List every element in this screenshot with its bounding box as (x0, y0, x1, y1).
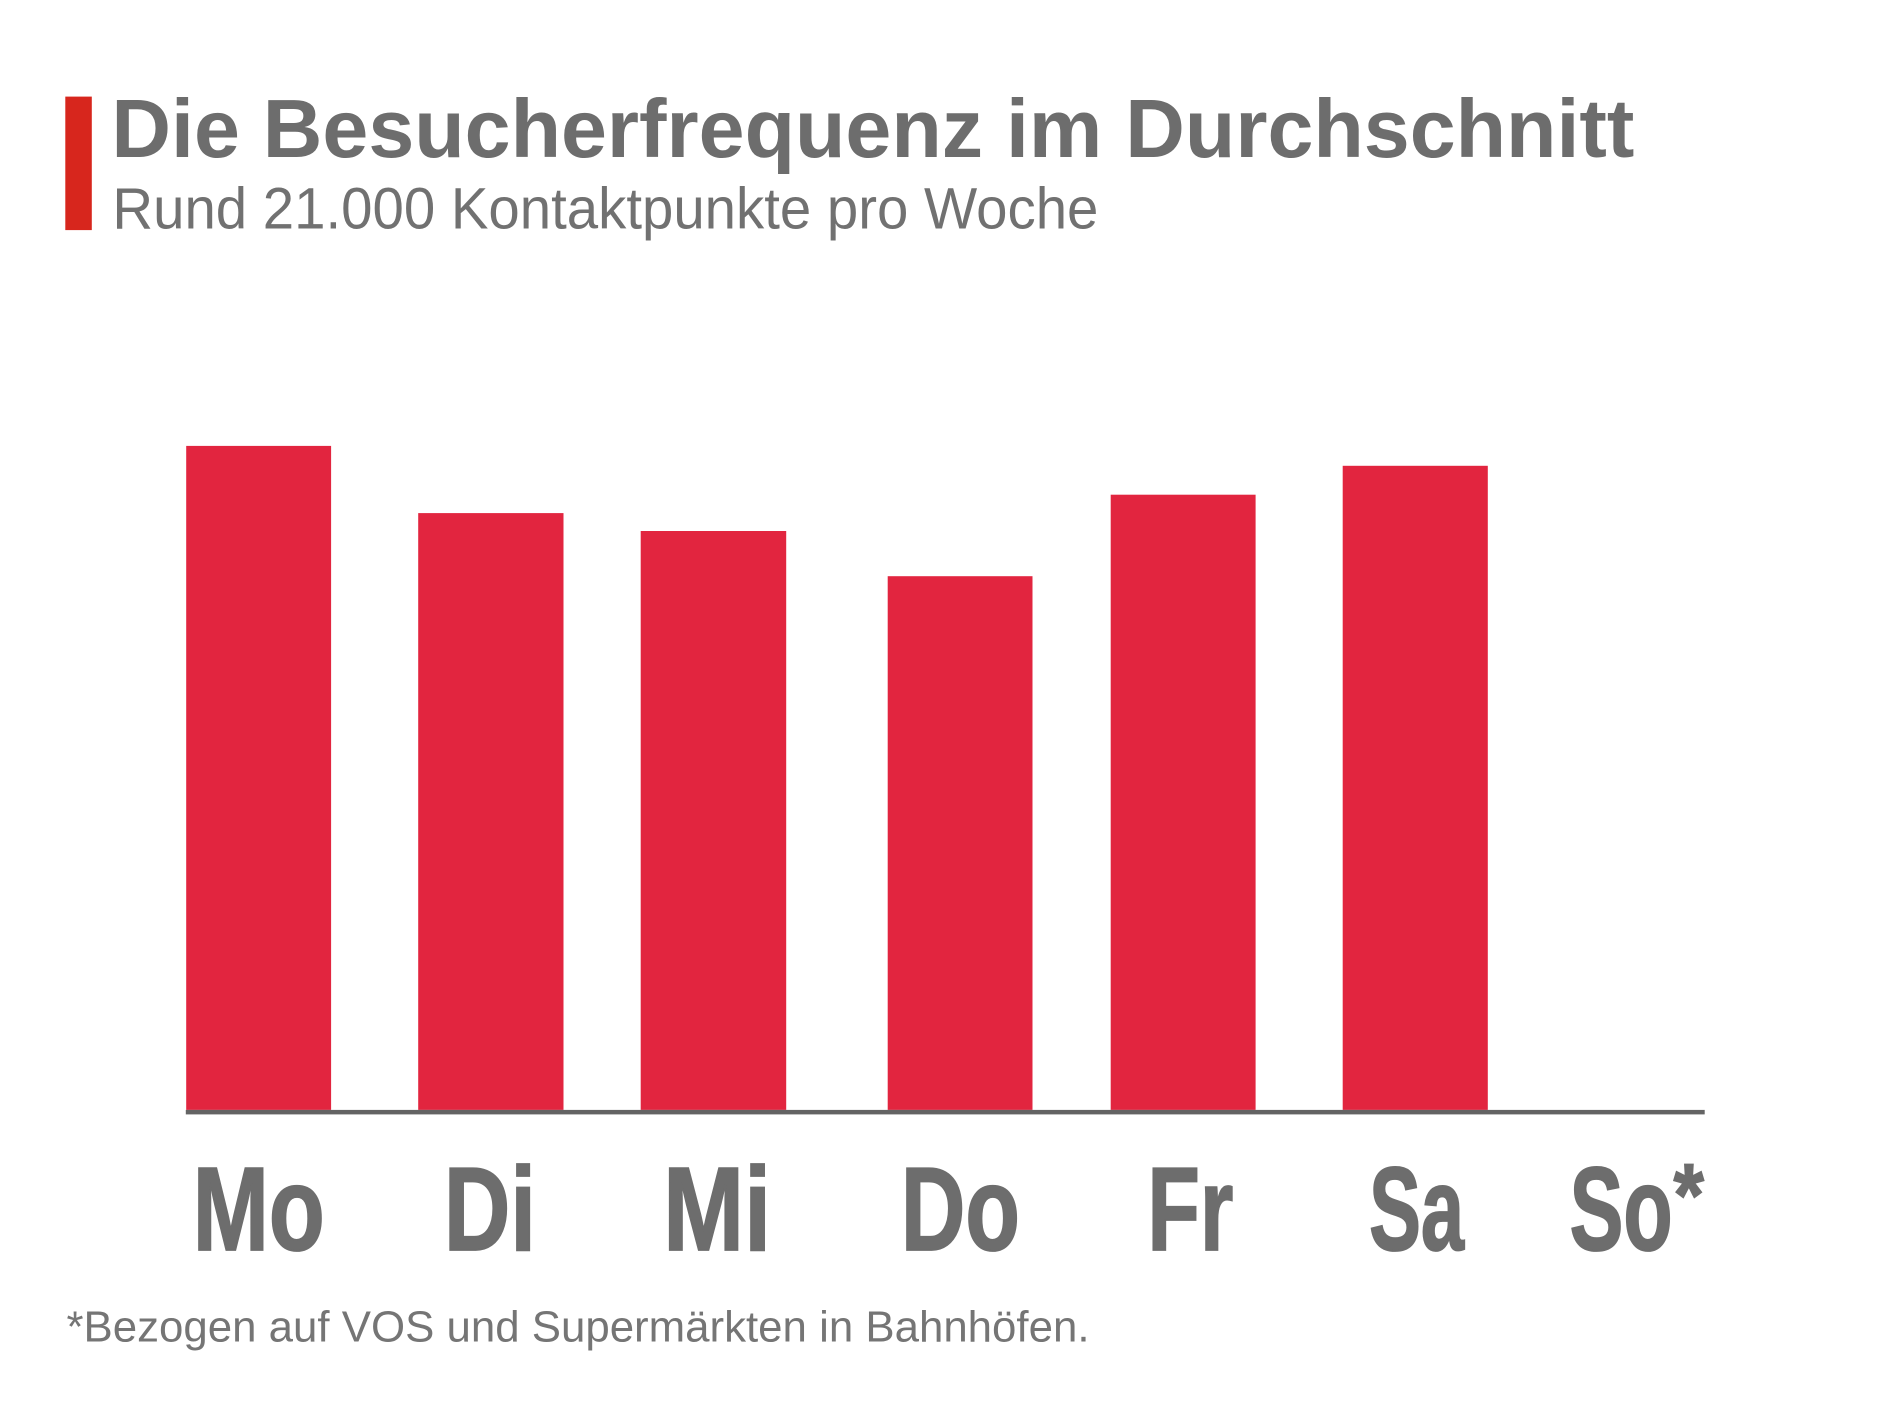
svg-text:*Bezogen auf VOS und Supermärk: *Bezogen auf VOS und Supermärkten in Bah… (67, 1304, 1090, 1352)
svg-text:Die Besucherfrequenz im Durchs: Die Besucherfrequenz im Durchschnitt (111, 83, 1634, 175)
svg-text:Do: Do (901, 1143, 1020, 1276)
svg-text:Sa: Sa (1369, 1143, 1465, 1276)
svg-text:So: So (1570, 1143, 1673, 1276)
svg-text:Mo: Mo (193, 1143, 325, 1276)
svg-text:Mi: Mi (663, 1143, 771, 1276)
svg-text:Rund 21.000 Kontaktpunkte pro: Rund 21.000 Kontaktpunkte pro Woche (112, 177, 1098, 242)
svg-text:*: * (1674, 1145, 1705, 1244)
svg-text:Di: Di (444, 1143, 536, 1276)
svg-text:Fr: Fr (1147, 1143, 1233, 1276)
